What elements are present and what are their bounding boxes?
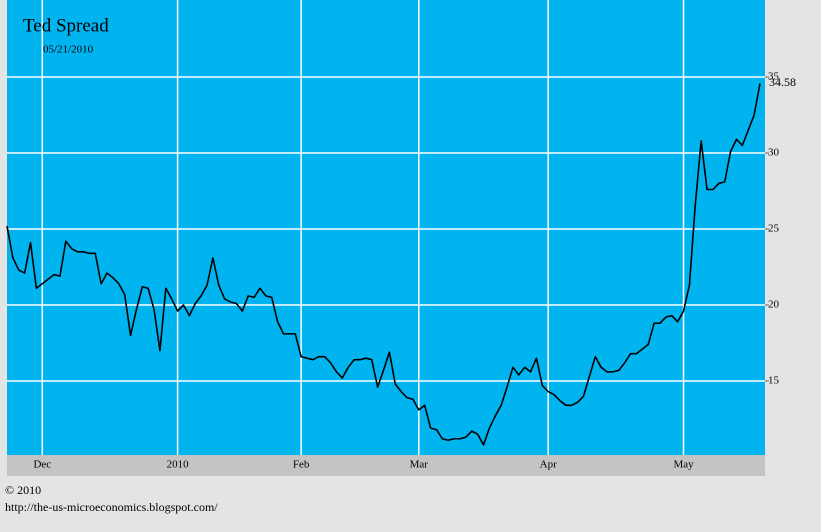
x-tick-label: 2010 <box>167 459 190 471</box>
y-tick-label: 30 <box>768 147 780 159</box>
x-tick-label: Mar <box>410 459 429 471</box>
y-tick-label: 25 <box>768 223 780 235</box>
chart-subtitle: 05/21/2010 <box>43 44 94 56</box>
marks: 15 20 25 30 35 Dec 2010 Feb Mar Apr May 34.58 <box>6 0 796 471</box>
plot-area <box>7 0 765 455</box>
x-tick-label: Dec <box>33 459 51 471</box>
line <box>6 83 761 446</box>
source: http://the-us-microeconomics.blogspot.co… <box>5 500 218 514</box>
y-tick-label: 15 <box>768 375 780 387</box>
x-tick-label: May <box>673 459 694 471</box>
x-axis-band <box>7 455 765 476</box>
y-tick-label: 20 <box>768 299 780 311</box>
y-tick-label: 35 <box>768 71 780 83</box>
x-tick-label: Apr <box>540 459 557 471</box>
last-value-label: 34.58 <box>769 75 796 89</box>
x-tick-label: Feb <box>293 459 310 471</box>
copyright: © 2010 <box>5 483 41 497</box>
chart-title: Ted Spread <box>23 15 109 36</box>
